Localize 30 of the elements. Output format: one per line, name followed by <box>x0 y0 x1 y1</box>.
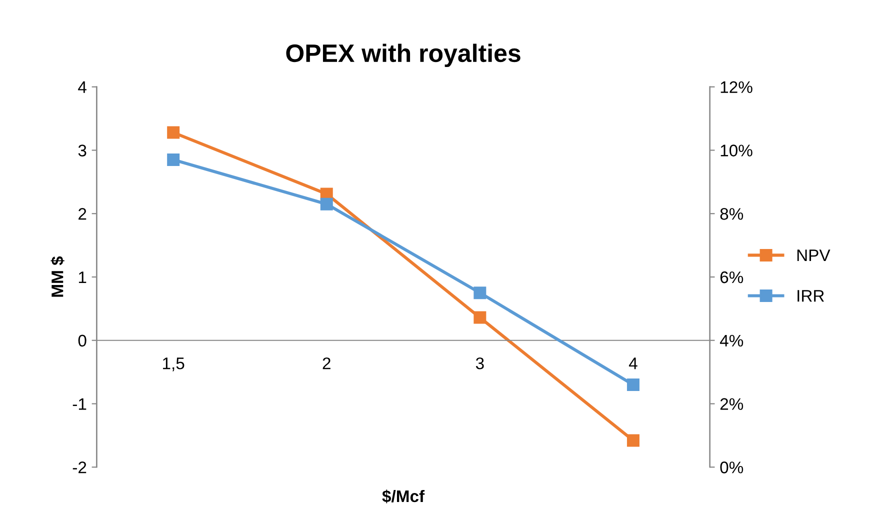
legend-label: IRR <box>798 290 824 302</box>
y-tick-label: 2 <box>78 208 86 220</box>
x-tick-label: 1,5 <box>163 358 184 372</box>
y2-tick-label: 2% <box>720 398 744 410</box>
y-tick-label: 1 <box>78 272 86 284</box>
y2-tick-label: 10% <box>720 144 752 156</box>
chart-title: OPEX with royalties <box>286 44 520 68</box>
point <box>320 198 333 210</box>
y-tick-label: 3 <box>78 144 86 156</box>
y-tick-label: 0 <box>78 334 86 347</box>
point <box>474 311 486 324</box>
y2-tick-label: 8% <box>720 208 744 220</box>
point <box>167 126 180 139</box>
legend-label: NPV <box>797 250 830 262</box>
y2-tick-label: 6% <box>720 271 744 284</box>
point <box>474 286 486 300</box>
point <box>167 153 180 166</box>
x-tick-label: 4 <box>628 358 638 370</box>
x-tick-label: 2 <box>322 357 330 370</box>
y2-tick-label: 4% <box>720 334 744 347</box>
y2-tick-label: 0% <box>720 462 744 474</box>
y2-tick-label: 12% <box>720 81 752 93</box>
x-tick-label: 3 <box>476 357 484 370</box>
point <box>626 434 640 447</box>
x-axis-title: $/Mcf <box>382 490 425 504</box>
y-tick-label: -1 <box>72 398 86 410</box>
y-tick-label: 4 <box>78 81 86 93</box>
point <box>626 378 640 391</box>
y-tick-label: -2 <box>72 462 86 474</box>
y-axis-title: MM $ <box>50 256 64 297</box>
